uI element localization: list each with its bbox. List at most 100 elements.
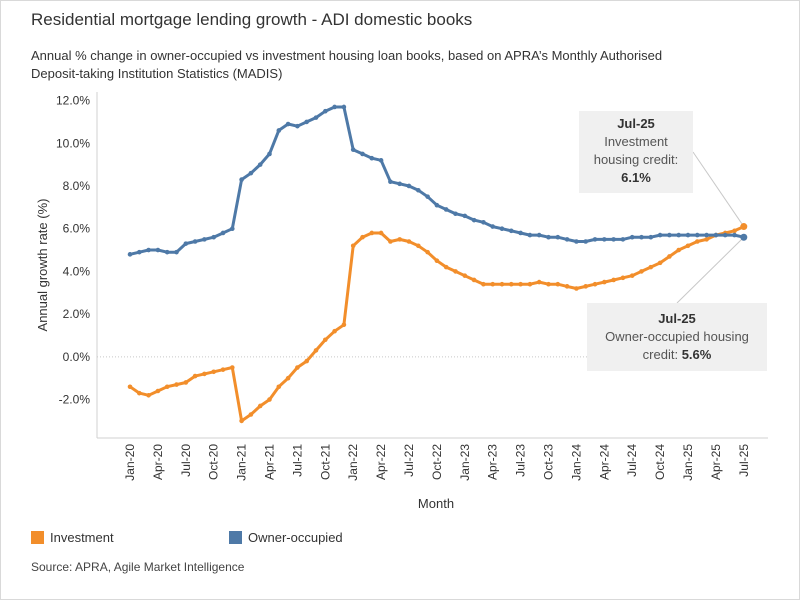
owner-occupied-data-point [509,228,514,234]
x-tick-label: Jan-20 [123,444,137,481]
owner-occupied-data-point [722,232,728,238]
owner-occupied-data-point [555,234,561,240]
owner-occupied-data-point [695,232,700,238]
investment-data-point [462,273,468,278]
owner-occupied-data-point [360,151,365,157]
y-tick-label: 10.0% [56,136,90,150]
x-tick-label: Apr-24 [597,444,611,480]
owner-occupied-data-point [341,104,347,110]
investment-data-point [267,397,272,402]
x-tick-label: Jul-25 [737,444,751,477]
investment-data-point [732,228,737,234]
investment-data-point [499,281,505,287]
x-tick-label: Jul-24 [625,444,639,477]
owner-occupied-data-point [295,123,300,129]
investment-data-point [536,279,542,285]
owner-occupied-data-point [257,162,263,167]
x-tick-label: Jul-23 [514,444,528,477]
callout-connectors [676,151,745,304]
investment-data-point [239,418,244,424]
owner-occupied-data-point [667,232,672,238]
investment-data-point [704,237,709,242]
owner-occupied-data-point [685,232,691,238]
x-tick-label: Jan-22 [346,444,360,481]
y-tick-label: -2.0% [59,393,91,407]
y-tick-label: 0.0% [63,350,91,364]
x-tick-label: Apr-22 [374,444,388,480]
x-tick-label: Oct-21 [318,444,332,480]
x-tick-label: Jan-25 [681,444,695,481]
investment-data-point [304,358,310,364]
owner-occupied-data-point [416,187,421,193]
investment-data-point [369,230,375,236]
investment-swatch [31,531,44,544]
x-tick-label: Oct-22 [430,444,444,480]
owner-callout-connector [676,236,745,304]
owner-occupied-data-point [592,237,598,242]
owner-callout-value: 5.6% [681,347,712,362]
owner-occupied-data-point [481,219,486,225]
owner-occupied-data-point [146,247,151,253]
y-axis-label: Annual growth rate (%) [35,199,50,332]
investment-callout-line1: Investment [604,134,668,149]
owner-occupied-data-point [602,237,607,242]
investment-data-point [443,264,449,270]
x-tick-label: Jan-21 [235,444,249,481]
owner-occupied-data-point [276,128,282,133]
owner-occupied-data-point [211,234,216,240]
x-tick-label: Apr-25 [709,444,723,480]
x-tick-label: Jan-23 [458,444,472,481]
investment-data-point [527,281,533,287]
owner-occupied-swatch [229,531,242,544]
investment-data-point [434,258,440,264]
owner-occupied-data-point [239,177,244,182]
legend-item-investment[interactable]: Investment [31,530,114,545]
owner-occupied-data-point [611,237,616,242]
owner-occupied-data-point [676,232,681,238]
owner-occupied-data-point [192,239,198,244]
investment-data-point [313,348,319,353]
investment-data-point [323,337,328,343]
owner-occupied-data-point [397,181,403,187]
investment-data-point [155,388,161,394]
owner-occupied-data-point [155,247,161,253]
x-tick-label: Oct-23 [542,444,556,480]
investment-data-point [471,277,477,283]
x-axis-label: Month [418,496,454,511]
owner-occupied-data-point [434,202,440,208]
x-tick-label: Jan-24 [569,444,583,481]
investment-data-point [629,273,635,278]
legend-item-owner-occupied[interactable]: Owner-occupied [229,530,343,545]
investment-data-point [388,239,393,244]
axes-layer: 12.0% 10.0% 8.0% 6.0% 4.0% 2.0% 0.0% -2.0% Jan-2… [56,92,768,481]
investment-data-point [667,254,672,259]
investment-data-point [276,384,282,390]
investment-callout-value: 6.1% [621,170,651,185]
investment-data-point [248,412,254,417]
owner-occupied-data-point [323,108,328,114]
owner-occupied-data-point [732,232,737,238]
owner-occupied-data-point [425,194,430,199]
investment-data-point [341,322,347,328]
x-tick-label: Apr-23 [486,444,500,480]
investment-data-point [192,373,198,379]
owner-occupied-data-point [462,213,468,219]
owner-occupied-data-point [127,252,133,257]
investment-data-point [406,239,412,244]
investment-data-point [546,281,551,287]
subtitle-line-1: Annual % change in owner-occupied vs inv… [31,48,663,63]
investment-data-point [257,403,263,409]
owner-occupied-data-point [304,119,310,125]
owner-occupied-data-point [471,217,477,223]
owner-occupied-data-point [657,232,663,238]
investment-data-point [695,239,700,244]
y-tick-label: 2.0% [63,307,91,321]
owner-occupied-data-point [629,234,635,240]
owner-occupied-data-point [564,237,570,242]
owner-occupied-data-point [137,249,142,255]
investment-callout-connector [692,151,745,227]
owner-occupied-data-point [332,104,337,110]
subtitle-line-2: Deposit-taking Institution Statistics (M… [31,66,283,81]
investment-data-point [453,269,458,274]
investment-data-point [518,281,523,287]
